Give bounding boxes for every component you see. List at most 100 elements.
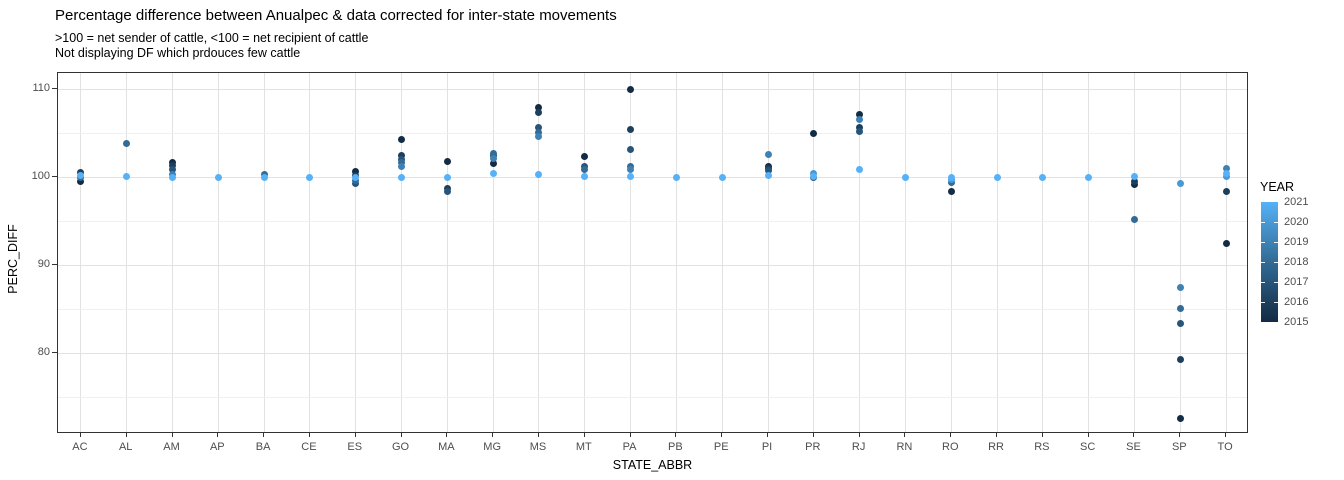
data-point [810,129,818,137]
x-axis-tick [996,433,998,437]
x-axis-tick [1133,433,1135,437]
gridline-vertical [492,73,494,432]
data-point [123,172,131,180]
gridline-vertical [675,73,677,432]
legend-year-label: 2018 [1284,256,1309,268]
x-axis-tick-label: AM [163,441,180,453]
x-axis-tick [767,433,769,437]
x-axis-tick-label: AP [209,441,225,453]
x-axis-tick-label: BA [255,441,271,453]
data-point [581,172,589,180]
gridline-vertical [859,73,861,432]
x-axis-tick [583,433,585,437]
data-point [306,173,314,181]
gridline-vertical [1042,73,1044,432]
data-point [627,125,635,133]
gridline-major [58,265,1247,266]
gridline-vertical [126,73,128,432]
data-point [535,109,543,117]
gridline-minor [58,309,1247,310]
x-axis-tick-label: MA [438,441,455,453]
y-axis-tick-label: 110 [32,82,50,94]
y-axis-tick-label: 90 [37,258,50,270]
data-point [352,173,360,181]
data-point [627,165,635,173]
y-axis-tick [52,176,57,177]
x-axis-tick [1225,433,1227,437]
data-point [901,173,909,181]
legend-tick-mark [1261,262,1265,263]
x-axis-tick [171,433,173,437]
gridline-vertical [309,73,311,432]
data-point [1176,355,1184,363]
x-axis-tick-label: RJ [851,441,866,453]
data-point [123,140,131,148]
data-point [856,166,864,174]
gridline-vertical [1179,73,1181,432]
x-axis-tick [217,433,219,437]
x-axis-tick [537,433,539,437]
data-point [535,103,543,111]
gridline-vertical [584,73,586,432]
data-point [764,171,772,179]
x-axis-tick-label: RN [896,441,913,453]
x-axis-tick [263,433,265,437]
data-point [856,116,864,124]
x-axis-tick-label: MG [483,441,502,453]
y-axis-tick-label: 100 [31,170,50,182]
data-point [1222,164,1230,172]
x-axis-tick-label: AL [118,441,133,453]
legend-year-label: 2020 [1284,216,1309,228]
x-axis-tick [1179,433,1181,437]
x-axis-tick-label: RS [1034,441,1050,453]
gridline-vertical [355,73,357,432]
x-axis-tick-label: RO [942,441,959,453]
legend-year-label: 2016 [1284,296,1309,308]
gridline-vertical [446,73,448,432]
data-point [398,173,406,181]
x-axis-tick [492,433,494,437]
data-point [764,167,772,175]
x-axis-tick [950,433,952,437]
data-point [581,153,589,161]
data-point [810,172,818,180]
data-point [856,111,864,119]
x-axis-tick-label: GO [391,441,410,453]
x-axis-tick-label: PA [622,441,637,453]
gridline-minor [58,133,1247,134]
data-point [1222,240,1230,248]
legend-tick-mark [1261,302,1265,303]
gridline-vertical [813,73,815,432]
data-point [398,155,406,163]
data-point [489,155,497,163]
gridline-minor [58,397,1247,398]
legend-year-label: 2021 [1284,196,1309,208]
gridline-vertical [721,73,723,432]
data-point [443,157,451,165]
gridline-major [58,353,1247,354]
legend-tick-mark [1274,302,1278,303]
gridline-vertical [1133,73,1135,432]
data-point [1176,319,1184,327]
x-axis-tick-label: RR [988,441,1004,453]
plot-panel [57,72,1248,433]
chart-title: Percentage difference between Anualpec &… [55,7,617,24]
data-point [993,173,1001,181]
data-point [627,85,635,93]
data-point [1176,284,1184,292]
x-axis-tick-label: PE [713,441,729,453]
data-point [398,135,406,143]
data-point [169,173,177,181]
x-axis-tick [858,433,860,437]
data-point [352,177,360,185]
x-axis-tick-label: PR [805,441,821,453]
data-point [352,168,360,176]
data-point [1176,179,1184,187]
data-point [489,169,497,177]
legend-tick-mark [1261,222,1265,223]
legend-tick-mark [1274,282,1278,283]
x-axis-tick-label: PB [668,441,683,453]
data-point [1130,177,1138,185]
x-axis-tick [675,433,677,437]
